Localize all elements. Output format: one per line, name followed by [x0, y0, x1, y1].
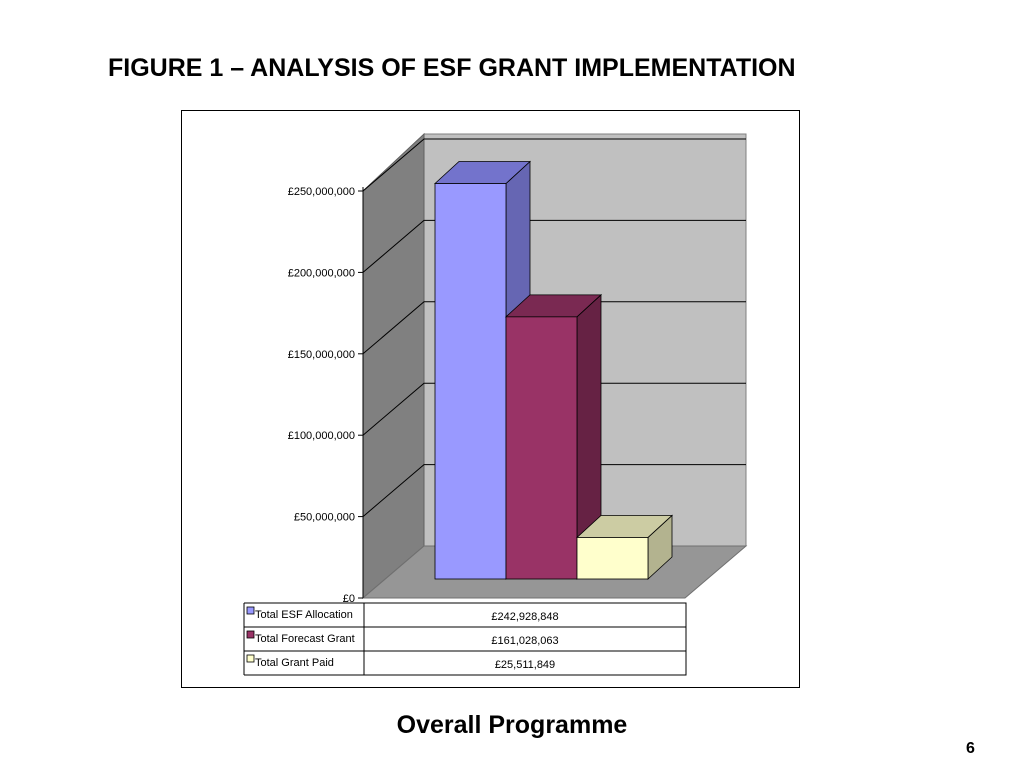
- chart-subtitle: Overall Programme: [396, 711, 628, 739]
- data-table: Total ESF Allocation £242,928,848 Total Fo…: [243, 602, 687, 676]
- data-label: £161,028,063: [491, 635, 558, 647]
- bar-front: [505, 316, 578, 580]
- y-tick-label: £100,000,000: [288, 430, 355, 442]
- table-values-box: [363, 602, 687, 676]
- bar-front: [576, 537, 649, 580]
- legend-label: Total Forecast Grant: [255, 633, 355, 645]
- chart-frame: £0 £50,000,000 £100,000,000 £150,000,000 £20…: [181, 110, 800, 688]
- bar-total-grant-paid: [575, 514, 674, 580]
- y-tick-label: £50,000,000: [294, 512, 355, 524]
- chart-gridlines: [362, 138, 746, 517]
- legend-key-2: [246, 630, 255, 639]
- legend-label: Total ESF Allocation: [255, 609, 353, 621]
- page-number: 6: [966, 740, 975, 757]
- gridline: [362, 464, 746, 517]
- y-tick-label: £200,000,000: [288, 267, 355, 279]
- y-axis-ticks: £0 £50,000,000 £100,000,000 £150,000,000 £20…: [288, 186, 364, 605]
- esf-grant-chart: £0 £50,000,000 £100,000,000 £150,000,000 £20…: [243, 132, 748, 676]
- bar-front: [434, 183, 507, 580]
- data-label: £25,511,849: [495, 659, 555, 671]
- data-label: £242,928,848: [491, 611, 558, 623]
- chart-bars: [433, 160, 674, 580]
- legend-key-3: [246, 654, 255, 663]
- side-wall: [362, 132, 425, 600]
- y-tick-label: £250,000,000: [288, 186, 355, 198]
- legend-key-1: [246, 606, 255, 615]
- bar-total-forecast-grant: [504, 293, 603, 580]
- legend-label: Total Grant Paid: [255, 657, 334, 669]
- y-tick-label: £150,000,000: [288, 349, 355, 361]
- gridline: [362, 301, 746, 355]
- gridline: [362, 219, 746, 273]
- figure-title: FIGURE 1 – ANALYSIS OF ESF GRANT IMPLEME…: [108, 54, 796, 82]
- y-tick-label: £0: [343, 593, 355, 605]
- gridline: [362, 138, 746, 192]
- gridline: [362, 382, 746, 436]
